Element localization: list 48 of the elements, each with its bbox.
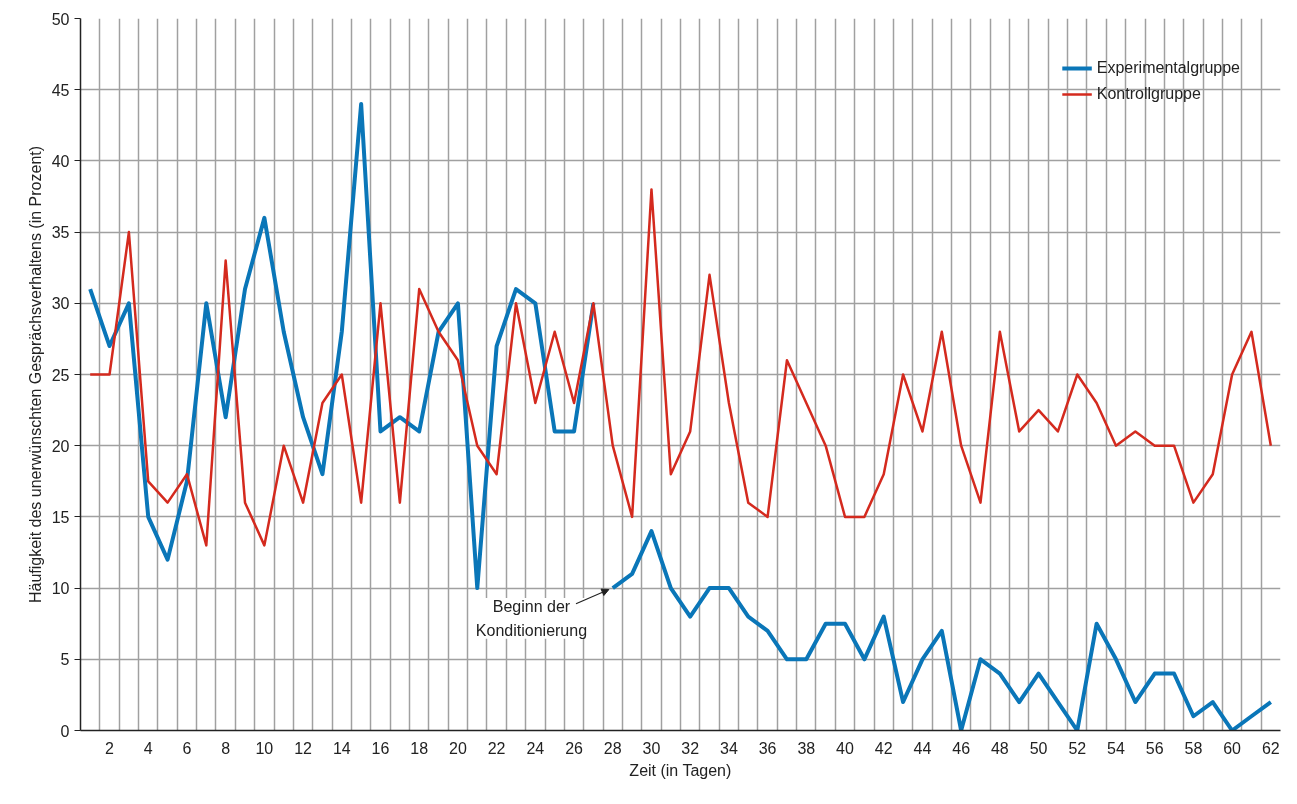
x-tick-label: 56 xyxy=(1145,739,1164,757)
annotation: Beginn der Konditionierung xyxy=(475,598,588,639)
x-tick-label: 22 xyxy=(487,739,506,757)
x-tick-label: 6 xyxy=(182,739,192,757)
y-tick-label: 15 xyxy=(51,508,70,526)
legend-label: Kontrollgruppe xyxy=(1096,85,1201,103)
x-tick-label: 44 xyxy=(913,739,932,757)
x-tick-label: 16 xyxy=(371,739,390,757)
x-tick-label: 40 xyxy=(836,739,855,757)
y-tick-label: 25 xyxy=(51,366,70,384)
x-tick-label: 46 xyxy=(952,739,971,757)
x-tick-label: 18 xyxy=(410,739,429,757)
x-tick-label: 14 xyxy=(332,739,351,757)
x-tick-label: 54 xyxy=(1107,739,1125,757)
y-tick-label: 50 xyxy=(51,10,70,28)
y-tick-label: 45 xyxy=(51,81,70,99)
x-tick-label: 48 xyxy=(990,739,1009,757)
x-tick-label: 62 xyxy=(1261,739,1280,757)
x-tick-label: 4 xyxy=(143,739,153,757)
x-tick-label: 8 xyxy=(221,739,231,757)
y-tick-label: 35 xyxy=(51,224,70,242)
x-tick-label: 10 xyxy=(255,739,274,757)
y-tick-label: 5 xyxy=(60,651,70,669)
legend-label: Experimentalgruppe xyxy=(1096,59,1240,77)
x-tick-label: 20 xyxy=(449,739,467,757)
x-tick-label: 2 xyxy=(105,739,115,757)
y-axis-title: Häufigkeit des unerwünschten Gesprächsverhaltens (in Prozent) xyxy=(26,145,44,604)
x-tick-label: 42 xyxy=(874,739,893,757)
x-axis-title: Zeit (in Tagen) xyxy=(629,761,732,779)
y-tick-label: 20 xyxy=(51,437,70,455)
x-tick-label: 58 xyxy=(1184,739,1203,757)
x-tick-label: 12 xyxy=(294,739,313,757)
x-tick-label: 34 xyxy=(719,739,738,757)
x-tick-label: 26 xyxy=(565,739,584,757)
y-tick-label: 40 xyxy=(51,152,70,170)
x-tick-label: 36 xyxy=(758,739,777,757)
x-tick-label: 30 xyxy=(642,739,661,757)
line-series xyxy=(88,188,1273,547)
x-tick-label: 28 xyxy=(603,739,622,757)
x-tick-label: 50 xyxy=(1029,739,1048,757)
x-tick-label: 38 xyxy=(797,739,816,757)
x-tick-label: 32 xyxy=(681,739,700,757)
y-tick-label: 0 xyxy=(60,722,70,740)
x-tick-label: 60 xyxy=(1223,739,1242,757)
x-tick-label: 24 xyxy=(526,739,545,757)
y-tick-label: 10 xyxy=(51,580,70,598)
y-tick-label: 30 xyxy=(51,295,70,313)
x-tick-label: 52 xyxy=(1068,739,1087,757)
